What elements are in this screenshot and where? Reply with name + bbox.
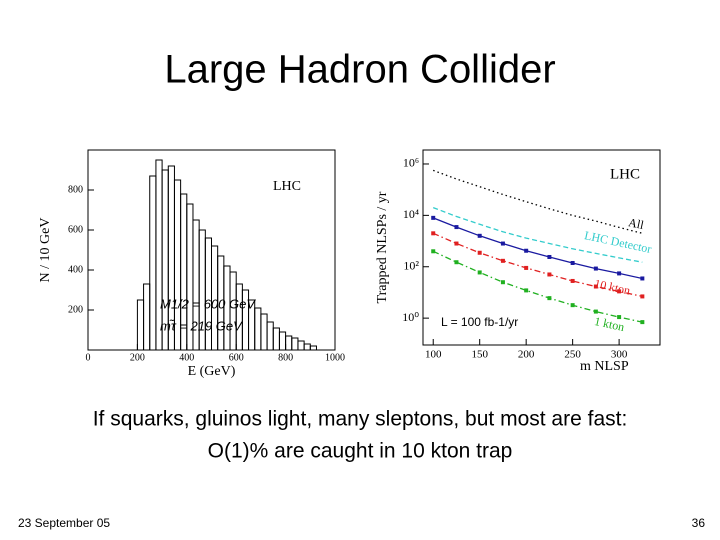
series-marker: [477, 233, 482, 238]
series-marker: [431, 249, 436, 254]
histogram-bar: [309, 345, 317, 351]
y-tick-label: 10²: [403, 258, 419, 272]
series-marker: [454, 241, 459, 246]
series-marker: [547, 272, 552, 277]
histogram-bar: [143, 283, 151, 351]
series-marker: [640, 320, 645, 325]
series-line: [432, 169, 643, 234]
caption-line: If squarks, gluinos light, many sleptons…: [93, 408, 628, 431]
histogram-bar: [136, 299, 145, 351]
series-marker: [547, 254, 552, 259]
y-axis-label: Trapped NLSPs / yr: [375, 191, 390, 303]
series-line: [432, 250, 643, 323]
x-tick-label: 800: [278, 352, 293, 363]
y-axis-label: N / 10 GeV: [38, 218, 53, 283]
plot-frame: [422, 149, 661, 346]
histogram-bar: [291, 337, 299, 351]
x-tick-label: 300: [611, 349, 628, 361]
histogram-bar: [235, 283, 243, 351]
series-marker: [570, 303, 575, 308]
series-marker: [570, 260, 575, 265]
series-marker: [640, 276, 645, 281]
histogram-bar: [285, 335, 293, 351]
histogram-bar: [303, 343, 311, 351]
series-marker: [593, 284, 598, 289]
series-marker: [500, 280, 505, 285]
series-marker: [617, 271, 622, 276]
x-tick-label: 250: [564, 349, 581, 361]
series-marker: [570, 278, 575, 283]
y-tick-label: 600: [68, 224, 83, 235]
series-marker: [547, 296, 552, 301]
series-marker: [524, 288, 529, 293]
x-tick-label: 400: [179, 352, 194, 363]
series-marker: [477, 270, 482, 275]
series-marker: [431, 231, 436, 236]
footer-date: 23 September 05: [18, 516, 110, 530]
x-axis-label: E (GeV): [188, 364, 236, 379]
histogram-bar: [260, 313, 268, 351]
caption-line: O(1)% are caught in 10 kton trap: [208, 440, 513, 463]
histogram-bar: [266, 321, 274, 351]
slide-title: Large Hadron Collider: [164, 48, 555, 92]
histogram-bar: [149, 175, 157, 351]
series-marker: [524, 248, 529, 253]
histogram-bar: [254, 307, 262, 351]
series-marker: [454, 225, 459, 230]
series-marker: [593, 309, 598, 314]
x-tick-label: 150: [471, 349, 488, 361]
series-line: [432, 232, 643, 298]
series-marker: [617, 315, 622, 320]
x-axis-label: m NLSP: [580, 359, 629, 374]
series-marker: [617, 289, 622, 294]
y-tick-label: 10⁴: [403, 207, 419, 221]
x-tick-label: 600: [229, 352, 244, 363]
y-tick-label: 10⁶: [403, 156, 419, 170]
series-label: All: [627, 215, 646, 232]
x-tick-label: 200: [130, 352, 145, 363]
histogram-bar: [278, 331, 287, 351]
x-tick-label: 0: [86, 352, 91, 363]
x-tick-label: 1000: [325, 352, 345, 363]
series-marker: [454, 260, 459, 265]
series-marker: [477, 250, 482, 255]
y-tick-label: 10⁰: [402, 310, 419, 324]
annotation: LHC: [610, 166, 640, 182]
series-marker: [431, 215, 436, 220]
series-marker: [500, 241, 505, 246]
annotation: M1/2 = 600 GeV: [160, 296, 256, 311]
series-marker: [500, 258, 505, 263]
series-label: 1 kton: [593, 314, 626, 334]
x-tick-label: 200: [518, 349, 535, 361]
y-tick-label: 400: [68, 264, 83, 275]
y-tick-label: 800: [68, 184, 83, 195]
x-tick-label: 100: [425, 349, 442, 361]
annotation: LHC: [273, 179, 301, 194]
histogram-bar: [297, 340, 305, 351]
series-marker: [524, 265, 529, 270]
series-marker: [593, 266, 598, 271]
series-label: 10 kton: [593, 276, 631, 297]
annotation: mτ̃ = 219 GeV: [160, 318, 243, 333]
page-number: 36: [692, 516, 706, 530]
y-tick-label: 200: [68, 304, 83, 315]
series-label: LHC Detector: [583, 228, 653, 256]
series-marker: [640, 294, 645, 299]
series-line: [432, 217, 643, 280]
annotation: L = 100 fb-1/yr: [441, 315, 518, 329]
histogram-bar: [272, 327, 280, 351]
